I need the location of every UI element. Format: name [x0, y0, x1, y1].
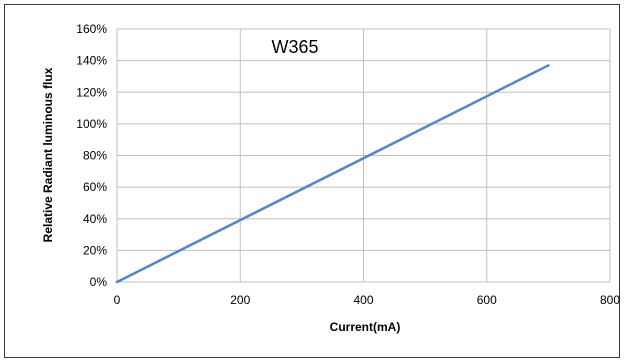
y-tick-label: 160% [76, 22, 107, 36]
chart-title: W365 [271, 37, 318, 57]
y-tick-label: 0% [90, 275, 108, 289]
x-tick-label: 600 [477, 293, 497, 307]
y-axis-title: Relative Radiant luminous flux [41, 67, 55, 242]
grid [116, 28, 611, 283]
x-tick-label: 800 [600, 293, 620, 307]
y-tick-label: 40% [83, 212, 107, 226]
x-tick-labels: 0 200 400 600 800 [114, 293, 621, 307]
series-line [115, 64, 550, 284]
y-tick-labels: 0% 20% 40% 60% 80% 100% 120% 140% 160% [76, 22, 107, 289]
x-tick-label: 0 [114, 293, 121, 307]
y-tick-label: 20% [83, 243, 107, 257]
series [115, 64, 550, 284]
y-tick-label: 120% [76, 85, 107, 99]
chart-frame [4, 4, 620, 358]
y-tick-label: 140% [76, 54, 107, 68]
x-tick-label: 400 [353, 293, 373, 307]
x-tick-label: 200 [230, 293, 250, 307]
y-tick-label: 60% [83, 180, 107, 194]
y-tick-label: 100% [76, 117, 107, 131]
y-tick-label: 80% [83, 149, 107, 163]
x-axis-title: Current(mA) [330, 320, 401, 334]
